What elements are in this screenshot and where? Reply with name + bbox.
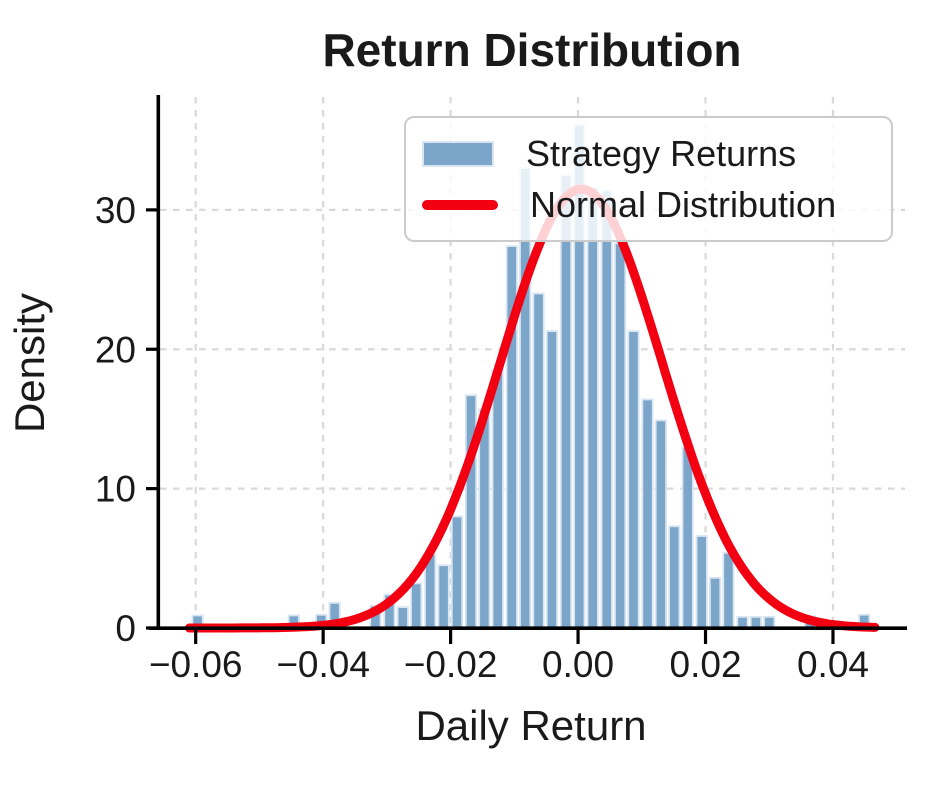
x-axis-label: Daily Return [415, 702, 646, 749]
legend-label: Normal Distribution [530, 183, 837, 225]
histogram-bar [491, 369, 504, 629]
legend-item-normal-distribution: Normal Distribution [422, 184, 881, 226]
x-tick-label: 0.00 [542, 644, 614, 685]
normal-curve-series [184, 184, 880, 633]
histogram-bar [708, 576, 722, 629]
histogram-series [191, 123, 871, 629]
histogram-bar [545, 330, 559, 629]
histogram-bar [695, 535, 708, 629]
histogram-bar [410, 582, 423, 629]
histogram-bar [763, 615, 776, 629]
histogram-bar [654, 419, 668, 629]
y-tick-label: 30 [95, 190, 136, 231]
histogram-bar [600, 189, 613, 629]
legend-item-strategy-returns: Strategy Returns [422, 133, 881, 175]
histogram-bar [396, 606, 409, 629]
histogram-bar [586, 186, 599, 629]
histogram-bar [749, 615, 762, 629]
y-tick-label: 20 [95, 329, 136, 370]
histogram-bar [532, 292, 545, 629]
histogram-bar [478, 408, 491, 629]
histogram-bar [437, 564, 450, 629]
x-tick-label: −0.02 [404, 644, 498, 685]
histogram-bar [681, 445, 694, 629]
histogram-bar [627, 330, 640, 629]
tick-labels: −0.06 −0.04 −0.02 0.00 0.02 0.04 0 10 20 30 [95, 190, 869, 685]
y-axis-label: Density [6, 293, 53, 433]
histogram-swatch-icon [422, 140, 494, 167]
x-tick-label: −0.06 [149, 644, 243, 685]
histogram-bar [614, 242, 627, 629]
line-swatch-icon [422, 199, 498, 210]
histogram-bar [722, 551, 735, 629]
histogram-bar [559, 174, 573, 629]
legend: Strategy Returns Normal Distribution [404, 116, 893, 242]
axes-layer [146, 95, 907, 644]
y-tick-label: 10 [95, 469, 136, 510]
x-tick-label: 0.04 [797, 644, 869, 685]
legend-label: Strategy Returns [526, 132, 797, 174]
histogram-bar [736, 615, 749, 629]
histogram-bar [641, 398, 654, 629]
chart-title: Return Distribution [322, 24, 741, 76]
x-tick-label: 0.02 [670, 644, 742, 685]
histogram-bar [450, 515, 464, 629]
histogram-bar [668, 525, 681, 629]
x-tick-label: −0.04 [276, 644, 370, 685]
y-tick-label: 0 [115, 608, 136, 649]
normal-curve [184, 184, 880, 633]
